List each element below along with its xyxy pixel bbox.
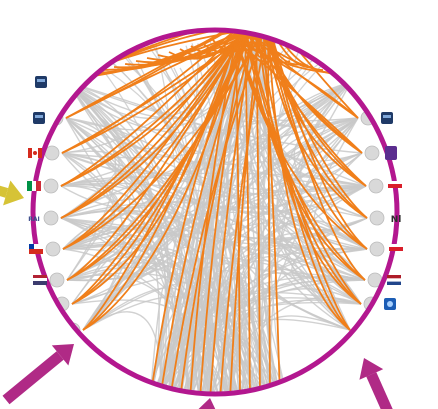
highlighted-edge: [267, 30, 271, 394]
left-node: [43, 210, 59, 226]
highlighted-edge: [82, 39, 237, 331]
svg-text:Nl: Nl: [391, 215, 402, 225]
flag-red-white-icon: [389, 244, 403, 251]
top-node: [86, 54, 98, 66]
left-node: [49, 272, 65, 288]
highlighted-edges: [60, 30, 368, 394]
tv-logo-dark-icon: [33, 112, 45, 124]
highlighted-edge: [60, 30, 246, 187]
background-edge: [169, 45, 289, 394]
highlighted-edge: [149, 30, 246, 394]
highlighted-edge: [244, 30, 251, 394]
logo-blue-icon: [384, 298, 396, 310]
highlighted-edge: [235, 39, 366, 281]
left-node: [43, 178, 59, 194]
tv-logo-dark-icon: [381, 112, 393, 124]
right-node: [369, 210, 385, 226]
right-node: [364, 145, 380, 161]
highlighted-edge: [267, 30, 368, 250]
background-edge: [189, 271, 231, 394]
logo-nl-icon: Nl: [391, 215, 402, 225]
highlighted-edge: [65, 30, 263, 119]
rai-logo-icon: RAI: [28, 216, 40, 223]
background-edge: [66, 262, 281, 394]
magenta-arrow-left-head: [51, 344, 74, 366]
flag-red-white-icon: [388, 181, 402, 188]
background-edge: [191, 43, 264, 394]
highlighted-edge: [267, 30, 351, 331]
background-edge: [257, 30, 367, 192]
highlighted-edge: [255, 30, 261, 394]
background-edge: [82, 254, 188, 394]
highlighted-edge: [212, 30, 263, 51]
highlighted-edge: [62, 30, 246, 250]
background-edge: [67, 81, 211, 394]
tv-logo-dark-icon: [35, 76, 47, 88]
background-edge: [149, 40, 191, 394]
highlighted-edge: [261, 30, 281, 394]
yellow-arrow-head: [3, 180, 24, 206]
background-edge: [113, 63, 274, 394]
flag-canada-icon: [28, 148, 42, 158]
background-edge: [66, 117, 359, 281]
highlighted-edge: [71, 39, 237, 305]
top-node: [340, 58, 352, 70]
magenta-arrow-left-shaft: [2, 351, 64, 405]
highlighted-edge: [267, 30, 368, 219]
background-edge: [131, 63, 237, 394]
highlighted-edge: [190, 30, 257, 55]
yellow-arrow-shaft: [0, 185, 9, 198]
highlighted-edge: [71, 30, 269, 305]
arrows: [0, 180, 393, 409]
highlighted-edge: [102, 30, 263, 71]
left-node: [50, 74, 66, 90]
flag-italy-icon: [27, 181, 41, 191]
magenta-arrow-right-head: [359, 358, 384, 380]
highlighted-edge: [261, 30, 366, 281]
top-node: [102, 42, 114, 54]
svg-text:RAI: RAI: [28, 216, 40, 223]
highlighted-edge: [189, 39, 237, 394]
highlighted-edge: [179, 30, 263, 394]
flag-stripes-icon: [33, 275, 47, 285]
background-edge: [62, 211, 368, 250]
highlighted-edge: [244, 30, 351, 331]
highlighted-edge: [157, 30, 263, 59]
logo-purple-icon: [385, 146, 397, 160]
lens-border: [30, 27, 400, 397]
background-edge: [159, 248, 368, 394]
right-node: [353, 74, 369, 90]
right-node: [369, 241, 385, 257]
highlighted-edge: [235, 39, 241, 394]
highlighted-edge: [61, 39, 237, 154]
flag-netherlands-icon: [387, 275, 401, 285]
background-edge: [60, 150, 120, 219]
background-edge: [67, 81, 351, 331]
background-edge: [67, 81, 367, 213]
magenta-arrow-center-head: [198, 398, 216, 409]
top-node: [324, 46, 336, 58]
highlighted-edge: [255, 30, 302, 66]
background-edge: [155, 62, 325, 394]
highlighted-edge: [209, 30, 257, 394]
left-node: [45, 241, 61, 257]
highlighted-edge: [82, 30, 246, 331]
highlighted-edge: [66, 30, 257, 281]
right-node: [368, 178, 384, 194]
magenta-arrow-right-shaft: [366, 372, 393, 409]
flag-chile-icon: [29, 244, 43, 254]
highlighted-edge: [135, 30, 257, 64]
background-edge: [269, 81, 352, 394]
